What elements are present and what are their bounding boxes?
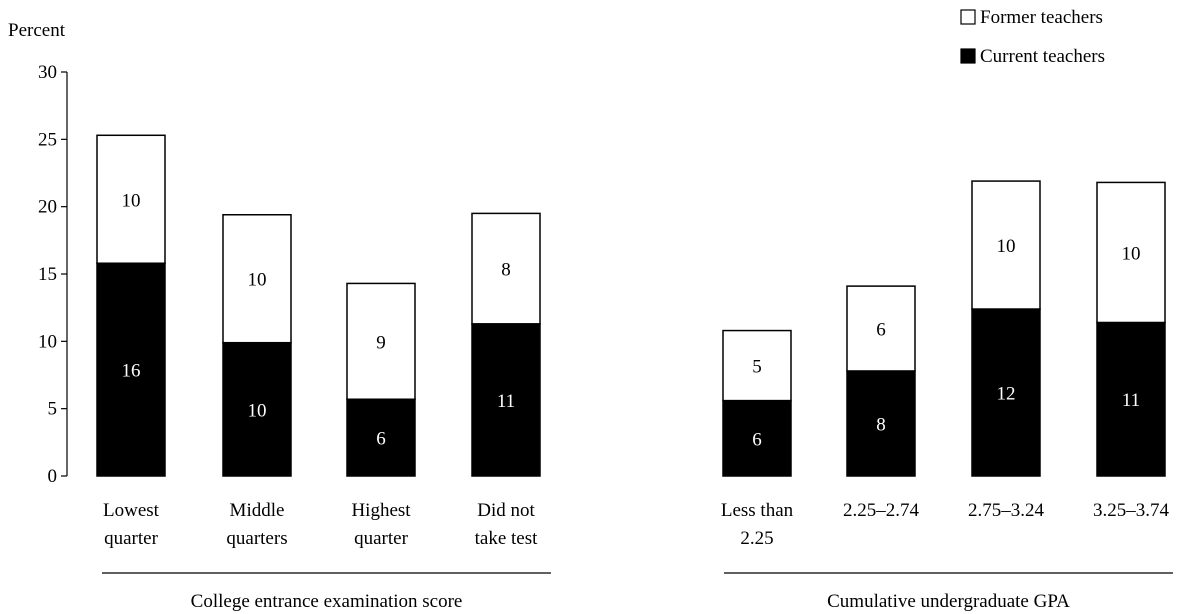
bar-current-teachers <box>222 341 292 477</box>
x-tick-label: quarter <box>354 528 408 549</box>
y-tick-label: 25 <box>38 129 57 150</box>
bar-former-teachers <box>971 180 1041 310</box>
x-tick-label: 2.25 <box>740 528 773 549</box>
x-tick-label: 2.75–3.24 <box>968 500 1045 521</box>
x-tick-label: 3.25–3.74 <box>1093 500 1170 521</box>
x-tick-label: Middle <box>230 500 285 521</box>
bar-former-teachers <box>846 285 916 372</box>
data-label-current: 8 <box>876 414 886 435</box>
data-label-former: 5 <box>752 357 762 378</box>
legend: Former teachers Current teachers <box>960 7 1105 67</box>
y-tick-label: 20 <box>38 197 57 218</box>
bar-current-teachers <box>846 370 916 477</box>
data-label-current: 11 <box>1122 390 1140 411</box>
bar-former-teachers <box>96 134 166 264</box>
y-tick-label: 0 <box>48 466 58 487</box>
data-label-current: 12 <box>997 384 1016 405</box>
group-label: Cumulative undergraduate GPA <box>827 591 1070 612</box>
x-tick-labels: Lowest quarter Middle quarters Highest quarte… <box>103 500 1169 549</box>
data-label-current: 6 <box>376 429 386 450</box>
x-tick-label: 2.25–2.74 <box>843 500 920 521</box>
y-axis-title: Percent <box>8 20 66 41</box>
bar-former-teachers <box>222 213 292 344</box>
x-tick-label: Highest <box>351 500 411 521</box>
bar-former-teachers <box>1096 181 1166 324</box>
data-label-former: 9 <box>376 332 386 353</box>
x-tick-label: quarters <box>226 528 287 549</box>
x-tick-label: take test <box>475 528 539 549</box>
x-tick-label: Did not <box>477 500 535 521</box>
bar-former-teachers <box>471 212 541 325</box>
y-axis: 0 5 10 15 20 25 30 <box>38 62 68 487</box>
data-label-former: 6 <box>876 320 886 341</box>
data-label-current: 6 <box>752 429 762 450</box>
bar-current-teachers <box>96 262 166 477</box>
bar-current-teachers <box>971 308 1041 477</box>
legend-label: Current teachers <box>980 46 1105 67</box>
x-tick-label: Lowest <box>103 500 160 521</box>
bar-former-teachers <box>346 282 416 400</box>
y-tick-label: 10 <box>38 331 57 352</box>
bar-former-teachers <box>722 329 792 402</box>
x-tick-label: Less than <box>721 500 794 521</box>
legend-swatch <box>960 48 976 64</box>
data-label-current: 11 <box>497 391 515 412</box>
group-labels: College entrance examination score Cumula… <box>102 572 1173 612</box>
data-label-former: 8 <box>501 260 511 281</box>
bars: 16 10 10 10 6 9 11 8 6 5 8 6 12 10 11 10 <box>96 134 1166 477</box>
data-label-former: 10 <box>1122 243 1141 264</box>
y-tick-label: 5 <box>48 399 58 420</box>
bar-current-teachers <box>346 398 416 477</box>
y-tick-label: 15 <box>38 264 57 285</box>
data-label-current: 10 <box>248 400 267 421</box>
legend-label: Former teachers <box>980 7 1103 28</box>
data-label-former: 10 <box>122 190 141 211</box>
group-label: College entrance examination score <box>191 591 463 612</box>
bar-current-teachers <box>722 399 792 477</box>
data-label-former: 10 <box>997 236 1016 257</box>
legend-swatch <box>960 9 976 25</box>
x-tick-label: quarter <box>104 528 158 549</box>
data-label-current: 16 <box>122 361 141 382</box>
y-tick-label: 30 <box>38 62 57 83</box>
data-label-former: 10 <box>248 270 267 291</box>
